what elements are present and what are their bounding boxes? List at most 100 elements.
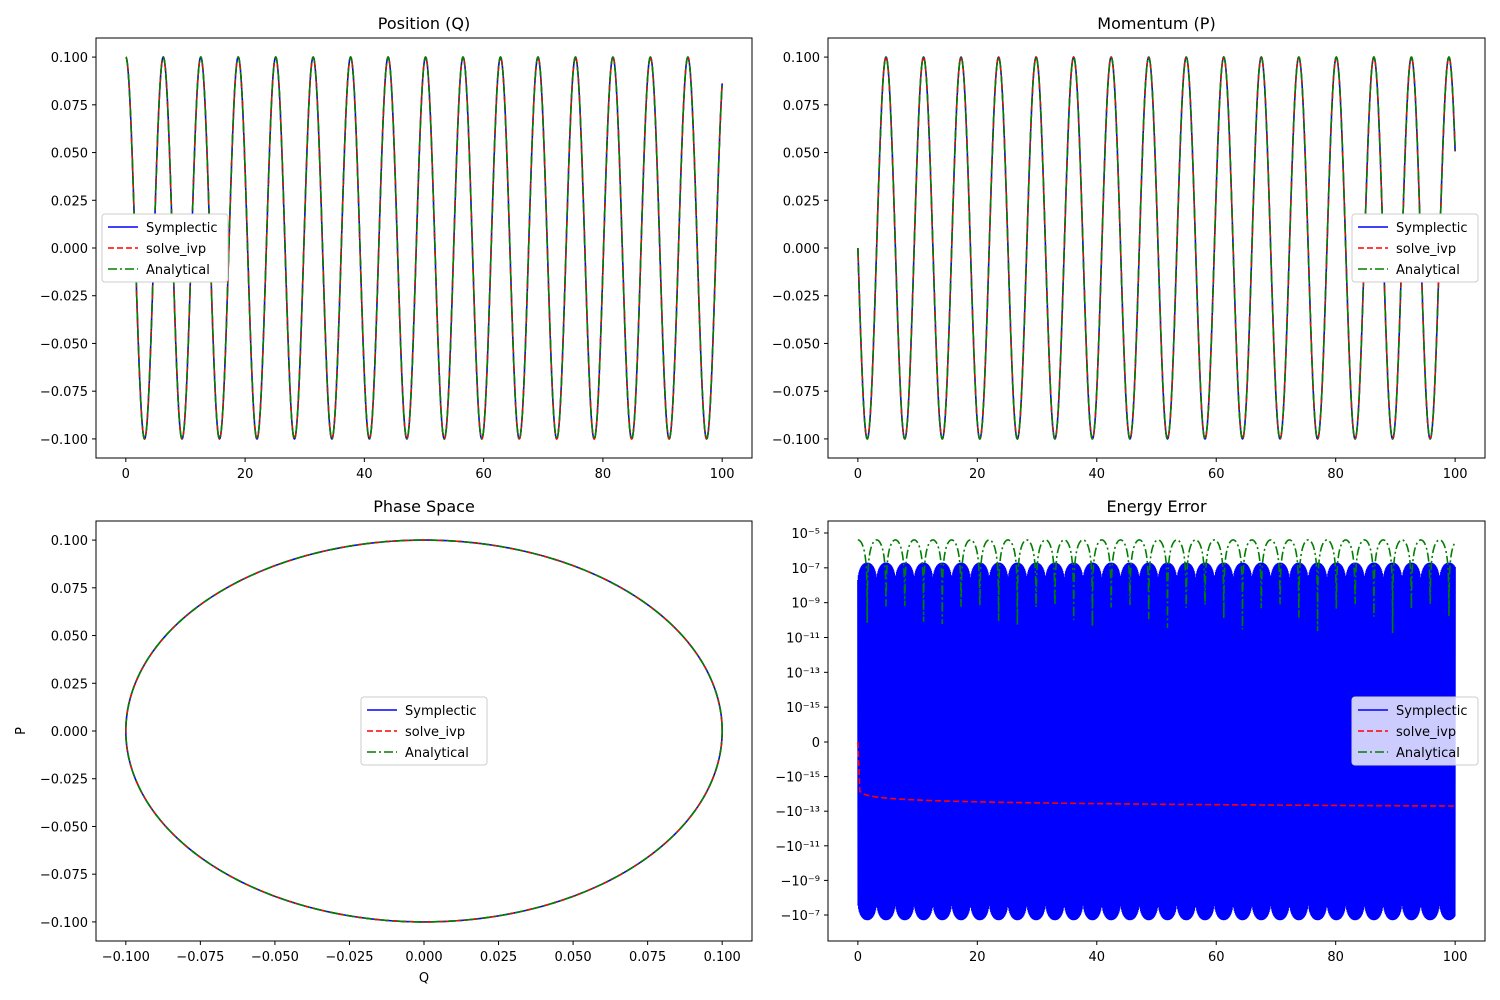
series-line-analytical (857, 539, 1456, 634)
y-tick-label: −0.100 (40, 916, 88, 931)
y-tick-label: −0.075 (40, 868, 88, 883)
y-tick-label: 0.075 (51, 582, 88, 597)
legend: Symplectic solve_ivp Analytical (1351, 213, 1479, 283)
x-tick-label: −0.025 (325, 950, 373, 965)
y-tick-label: 0.050 (51, 630, 88, 645)
legend-box (360, 696, 488, 766)
y-tick-label: −0.050 (772, 337, 820, 352)
y-tick-label: −0.025 (40, 290, 88, 305)
y-axis-label: P (14, 727, 29, 735)
y-tick-label: 0.050 (51, 147, 88, 162)
x-tick-label: 80 (1327, 467, 1344, 482)
y-tick-label: −10⁻⁷ (780, 909, 820, 924)
legend-box (1351, 696, 1479, 766)
legend-label: Analytical (146, 263, 210, 278)
x-tick-label: 0.075 (629, 950, 666, 965)
legend: Symplectic solve_ivp Analytical (101, 213, 229, 283)
chart-title: Energy Error (1106, 497, 1207, 516)
legend-label: solve_ivp (1396, 242, 1456, 257)
y-tick-label: 10⁻¹¹ (786, 632, 820, 647)
legend-box (1351, 213, 1479, 283)
series-line-analytical (857, 56, 1456, 440)
legend-box (101, 213, 229, 283)
x-tick-label: 20 (237, 467, 254, 482)
y-tick-label: 10⁻¹⁵ (786, 701, 820, 716)
y-tick-label: 0.075 (783, 99, 820, 114)
legend-label: Symplectic (146, 221, 217, 236)
y-tick-label: 0.025 (51, 677, 88, 692)
y-tick-label: −10⁻¹³ (775, 805, 820, 820)
y-tick-label: 10⁻⁷ (791, 562, 820, 577)
x-tick-label: 80 (1327, 950, 1344, 965)
x-tick-label: 0 (854, 950, 862, 965)
chart-title: Phase Space (373, 497, 475, 516)
x-tick-label: −0.050 (251, 950, 299, 965)
chart-title: Position (Q) (378, 14, 470, 33)
x-tick-label: 100 (1443, 950, 1468, 965)
legend-label: Symplectic (1396, 704, 1467, 719)
y-tick-label: −0.025 (772, 290, 820, 305)
legend-label: Analytical (1396, 746, 1460, 761)
series-line-analytical (125, 56, 723, 440)
y-tick-label: 0.025 (783, 194, 820, 209)
x-tick-label: 40 (1088, 467, 1105, 482)
y-tick-label: 0.000 (51, 725, 88, 740)
y-tick-label: −0.050 (40, 820, 88, 835)
legend: Symplectic solve_ivp Analytical (1351, 696, 1479, 766)
y-tick-label: 0.100 (783, 51, 820, 66)
energy-error-chart: Energy Error 0 20 40 60 80 100 10⁻⁵ 10⁻⁷ 10⁻⁹ 10⁻¹… (775, 497, 1486, 965)
x-tick-label: 0.050 (554, 950, 591, 965)
series-line-solve-ivp (857, 741, 1456, 807)
axes-frame (827, 520, 1486, 942)
y-tick-label: −10⁻⁹ (780, 874, 820, 889)
x-tick-label: 0.100 (704, 950, 741, 965)
series-line-analytical (125, 539, 723, 923)
phase-space-chart: Phase Space −0.100 −0.075 −0.050 −0.025 0.000… (14, 497, 753, 986)
momentum-chart: Momentum (P) 0 20 40 60 80 100 −0.100 −0.075 −0.0… (772, 14, 1486, 482)
x-tick-label: 40 (1088, 950, 1105, 965)
legend-label: Symplectic (405, 704, 476, 719)
series-line-symplectic (857, 562, 1456, 921)
x-tick-label: 40 (356, 467, 373, 482)
position-chart: Position (Q) 0 20 40 60 80 100 −0.100 −0.075 −0.0… (40, 14, 753, 482)
y-tick-label: 0.100 (51, 51, 88, 66)
legend-label: solve_ivp (146, 242, 206, 257)
x-tick-label: 60 (1208, 467, 1225, 482)
x-tick-label: −0.075 (176, 950, 224, 965)
x-tick-label: −0.100 (102, 950, 150, 965)
y-tick-label: −0.075 (40, 385, 88, 400)
legend-label: solve_ivp (1396, 725, 1456, 740)
y-tick-label: 0.025 (51, 194, 88, 209)
y-tick-label: −0.100 (772, 433, 820, 448)
y-tick-label: −0.075 (772, 385, 820, 400)
x-tick-label: 60 (475, 467, 492, 482)
x-tick-label: 20 (969, 950, 986, 965)
y-tick-label: 0.050 (783, 147, 820, 162)
y-tick-label: −10⁻¹¹ (775, 840, 820, 855)
x-tick-label: 0 (854, 467, 862, 482)
y-tick-label: 10⁻⁹ (791, 597, 820, 612)
x-tick-label: 80 (595, 467, 612, 482)
y-tick-label: 0.100 (51, 534, 88, 549)
y-tick-label: −0.100 (40, 433, 88, 448)
x-tick-label: 0 (122, 467, 130, 482)
x-tick-label: 100 (1443, 467, 1468, 482)
y-tick-label: 0.000 (51, 242, 88, 257)
y-tick-label: 10⁻¹³ (786, 666, 820, 681)
y-tick-label: 0.000 (783, 242, 820, 257)
x-axis-label: Q (419, 971, 429, 986)
x-tick-label: 100 (710, 467, 735, 482)
legend-label: solve_ivp (405, 725, 465, 740)
x-tick-label: 0.025 (480, 950, 517, 965)
x-tick-label: 20 (969, 467, 986, 482)
y-tick-label: 0 (812, 736, 820, 751)
y-tick-label: 0.075 (51, 99, 88, 114)
legend-label: Analytical (1396, 263, 1460, 278)
y-tick-label: −10⁻¹⁵ (775, 771, 820, 786)
x-tick-label: 0.000 (405, 950, 442, 965)
x-tick-label: 60 (1208, 950, 1225, 965)
chart-title: Momentum (P) (1097, 14, 1215, 33)
y-tick-label: −0.050 (40, 337, 88, 352)
legend-label: Analytical (405, 746, 469, 761)
